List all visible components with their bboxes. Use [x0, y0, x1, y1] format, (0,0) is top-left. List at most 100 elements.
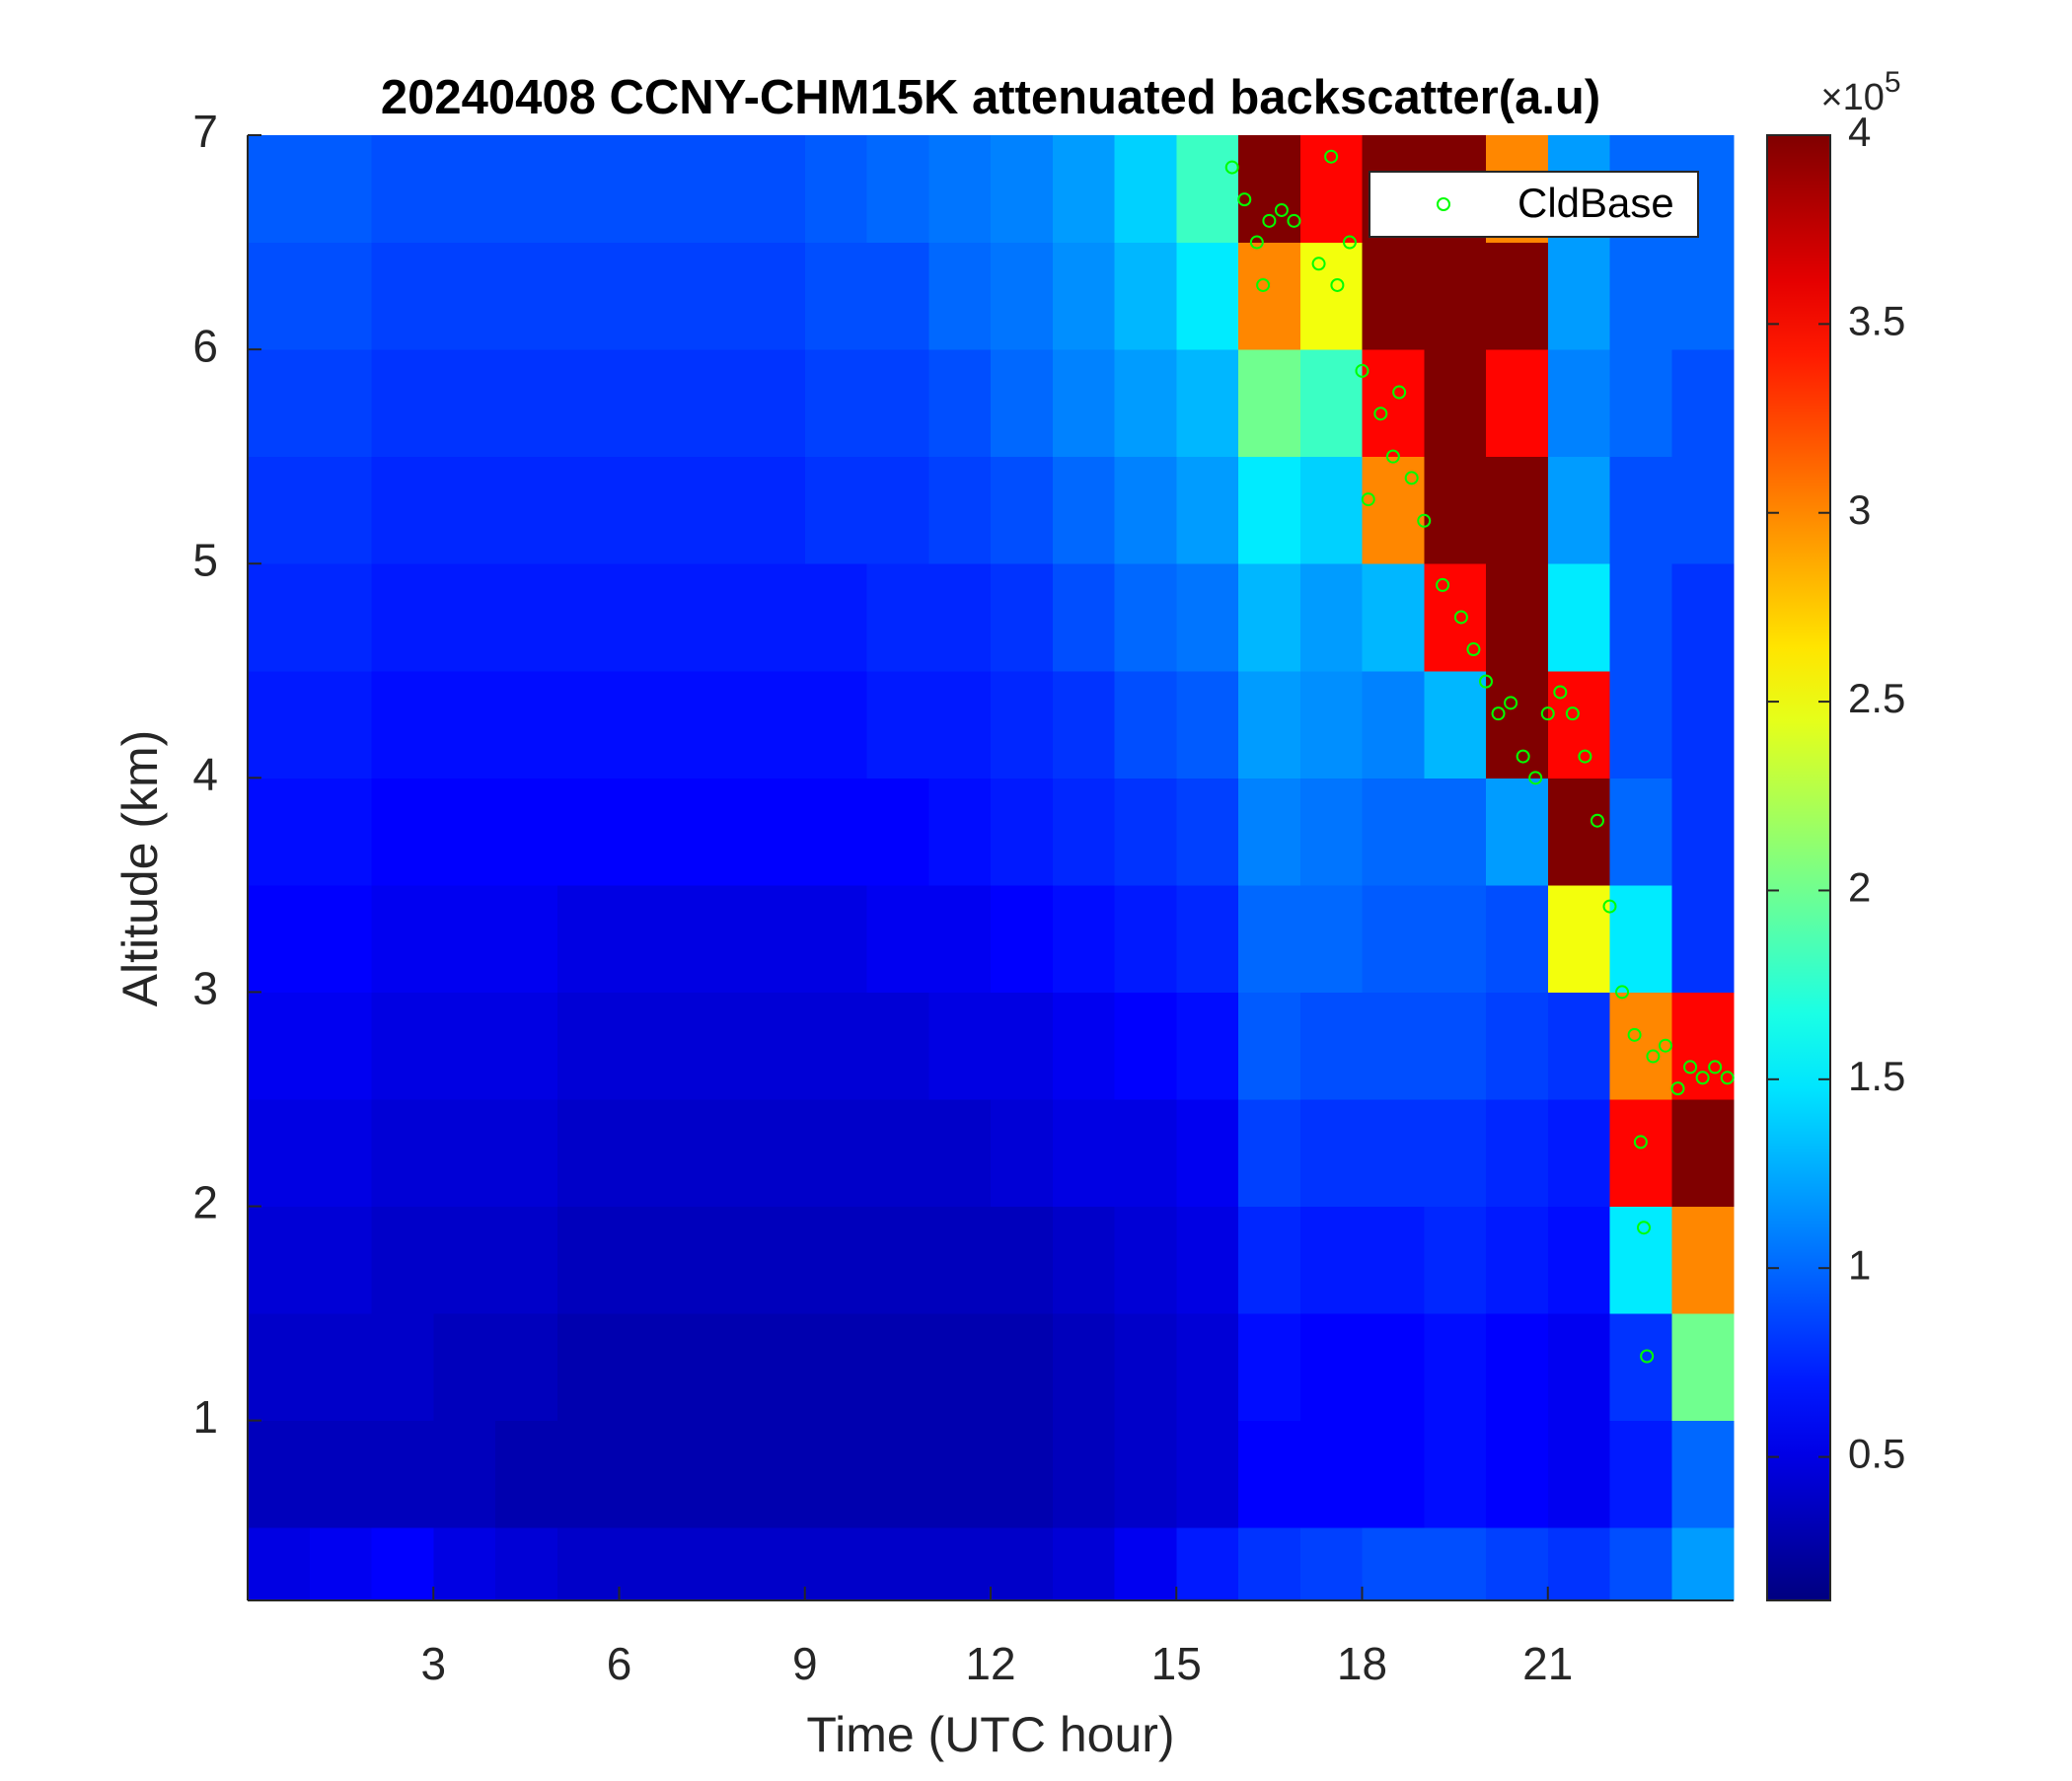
cloud-base-point: [1355, 363, 1369, 378]
heatmap-cell: [433, 778, 496, 886]
heatmap-cell: [1547, 1527, 1610, 1601]
heatmap-cell: [1671, 884, 1735, 993]
heatmap-cell: [248, 135, 311, 244]
heatmap-cell: [866, 1527, 929, 1601]
heatmap-cell: [371, 135, 434, 244]
cloud-base-point: [1262, 213, 1277, 228]
cloud-base-point: [1466, 642, 1481, 657]
heatmap-cell: [743, 1527, 806, 1601]
heatmap-cell: [619, 1313, 682, 1422]
heatmap-cell: [681, 349, 744, 458]
axes: [247, 134, 1734, 1601]
heatmap-cell: [743, 1098, 806, 1208]
cloud-base-point: [1720, 1071, 1735, 1085]
heatmap-cell: [309, 1206, 372, 1314]
heatmap-cell: [556, 1206, 620, 1314]
heatmap-cell: [1671, 670, 1735, 779]
heatmap-cell: [928, 670, 992, 779]
heatmap-cell: [1486, 670, 1549, 779]
colorbar-tick-label: 1: [1848, 1241, 1871, 1288]
heatmap-cell: [1114, 242, 1177, 350]
y-tick-label: 2: [192, 1177, 218, 1228]
y-tick-label: 7: [192, 106, 218, 157]
heatmap-cell: [248, 563, 311, 672]
heatmap-cell: [248, 884, 311, 993]
heatmap-cell: [1114, 778, 1177, 886]
heatmap-cell: [1547, 1206, 1610, 1314]
heatmap-cell: [1486, 1206, 1549, 1314]
heatmap-cell: [248, 992, 311, 1100]
heatmap-cell: [1671, 778, 1735, 886]
heatmap-cell: [1424, 456, 1487, 564]
heatmap-cell: [1547, 992, 1610, 1100]
heatmap-cell: [1176, 1098, 1239, 1208]
cloud-base-point: [1640, 1349, 1655, 1364]
heatmap-cell: [1609, 884, 1672, 993]
heatmap-cell: [866, 778, 929, 886]
heatmap-cell: [866, 992, 929, 1100]
colorbar-tick-label: 2.5: [1848, 675, 1905, 721]
heatmap-cell: [1299, 1098, 1363, 1208]
heatmap-cell: [1176, 242, 1239, 350]
heatmap-cell: [1052, 992, 1115, 1100]
heatmap-cell: [928, 1098, 992, 1208]
heatmap-cell: [681, 778, 744, 886]
heatmap-cell: [1052, 670, 1115, 779]
heatmap-cell: [371, 1206, 434, 1314]
heatmap-cell: [619, 349, 682, 458]
heatmap-cell: [928, 1527, 992, 1601]
heatmap-cell: [1362, 1527, 1425, 1601]
heatmap-cell: [1052, 1527, 1115, 1601]
heatmap-cell: [928, 884, 992, 993]
cloud-base-point: [1565, 706, 1580, 721]
heatmap-cell: [1547, 456, 1610, 564]
heatmap-cell: [619, 242, 682, 350]
heatmap-cell: [743, 992, 806, 1100]
chart-title: 20240408 CCNY-CHM15K attenuated backscat…: [381, 71, 1600, 124]
heatmap-cell: [991, 1206, 1054, 1314]
heatmap-cell: [556, 1527, 620, 1601]
heatmap-cell: [1052, 135, 1115, 244]
heatmap-cell: [928, 1206, 992, 1314]
heatmap-cell: [1362, 670, 1425, 779]
heatmap-cell: [371, 778, 434, 886]
heatmap-cell: [681, 884, 744, 993]
heatmap-cell: [248, 778, 311, 886]
heatmap-cell: [495, 1527, 558, 1601]
cloud-base-point: [1590, 813, 1604, 828]
cloud-base-point: [1615, 985, 1630, 1000]
colorbar-tick-label: 1.5: [1848, 1053, 1905, 1099]
cloud-base-point: [1658, 1038, 1672, 1053]
cloud-base-point: [1249, 235, 1264, 250]
cloud-base-point: [1540, 706, 1555, 721]
cloud-base-point: [1528, 771, 1543, 785]
heatmap-cell: [1424, 349, 1487, 458]
cloud-base-point: [1633, 1135, 1648, 1150]
heatmap-cell: [681, 992, 744, 1100]
heatmap-cell: [248, 1098, 311, 1208]
heatmap-cell: [309, 1313, 372, 1422]
heatmap-cell: [991, 563, 1054, 672]
heatmap-cell: [1362, 563, 1425, 672]
heatmap-cell: [991, 1420, 1054, 1528]
heatmap-cell: [556, 242, 620, 350]
cloud-base-point: [1311, 257, 1326, 271]
heatmap-cell: [1176, 884, 1239, 993]
heatmap-cell: [556, 563, 620, 672]
heatmap-cell: [804, 1420, 867, 1528]
legend: CldBase: [1369, 171, 1699, 238]
heatmap-cell: [991, 992, 1054, 1100]
heatmap-cell: [804, 456, 867, 564]
heatmap-cell: [681, 242, 744, 350]
heatmap-cell: [433, 563, 496, 672]
heatmap-cell: [495, 349, 558, 458]
cloud-base-point: [1392, 385, 1407, 400]
heatmap-cell: [1052, 242, 1115, 350]
heatmap-cell: [743, 670, 806, 779]
heatmap-cell: [1176, 1206, 1239, 1314]
heatmap-cell: [371, 992, 434, 1100]
colorbar-tick-label: 2: [1848, 864, 1871, 911]
heatmap-cell: [1609, 456, 1672, 564]
heatmap-cell: [681, 456, 744, 564]
cloud-base-point: [1404, 471, 1419, 485]
